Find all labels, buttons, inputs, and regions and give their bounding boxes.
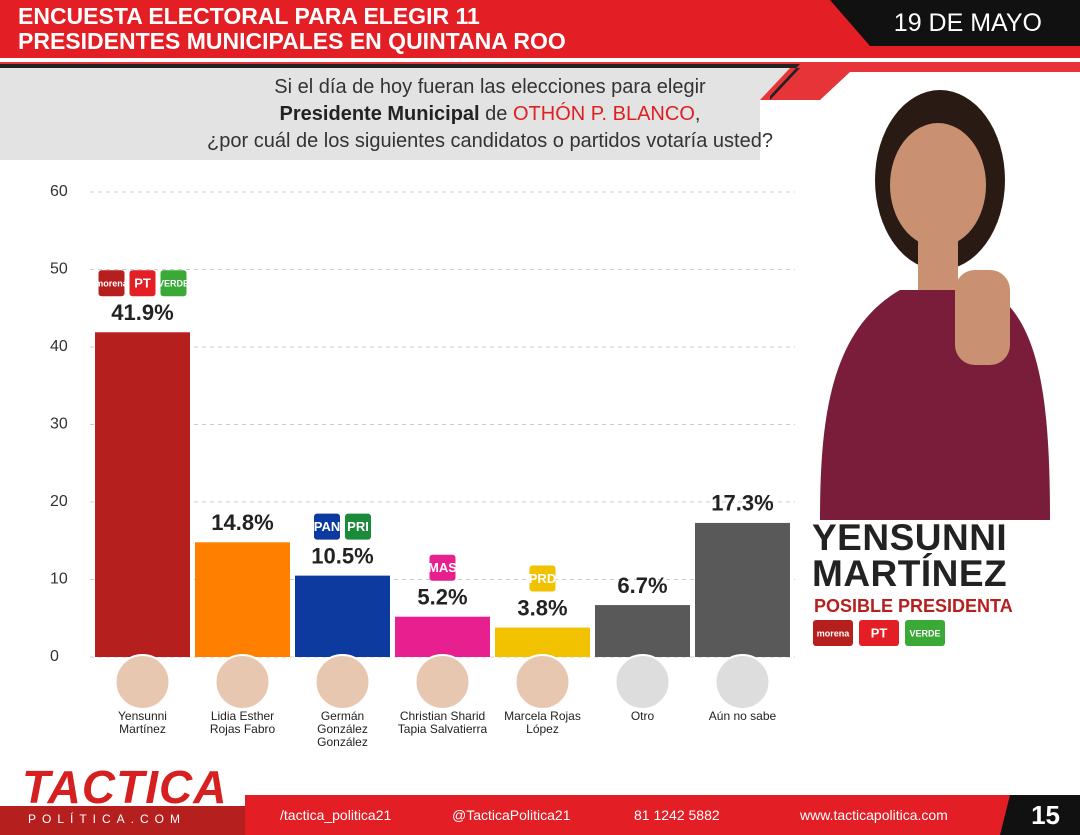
bar <box>595 605 690 657</box>
candidate-photo <box>714 654 771 710</box>
question-text: , <box>694 103 701 125</box>
question-band <box>0 68 790 160</box>
value-label: 41.9% <box>111 300 173 325</box>
page-box <box>1000 795 1080 835</box>
candidate-photo <box>314 654 371 710</box>
value-label: 3.8% <box>517 595 567 620</box>
x-tick-label: Germán González González <box>317 709 368 749</box>
header-title: ENCUESTA ELECTORAL PARA ELEGIR 11 PRESID… <box>18 4 566 54</box>
name-line: YENSUNNI <box>812 517 1008 558</box>
party-logo <box>129 270 156 297</box>
value-label: 6.7% <box>617 573 667 598</box>
question-text: de <box>485 103 508 125</box>
y-tick-label: 20 <box>50 493 68 510</box>
candidate-name: YENSUNNI MARTÍNEZ <box>812 517 1008 594</box>
party-logo <box>429 554 456 581</box>
party-logo <box>813 620 853 646</box>
party-logo-text: morena <box>817 628 851 638</box>
y-tick-label: 10 <box>50 571 68 588</box>
value-label: 10.5% <box>311 543 373 568</box>
party-logo <box>345 513 371 540</box>
footer-logo-sub: POLÍTICA.COM <box>28 812 187 826</box>
value-label: 14.8% <box>211 510 273 535</box>
bar <box>195 542 290 657</box>
y-tick-label: 60 <box>50 183 68 200</box>
name-line: MARTÍNEZ <box>812 553 1008 594</box>
footer-web: www.tacticapolitica.com <box>800 807 948 823</box>
candidate-photo <box>614 654 671 710</box>
candidate-photo <box>514 654 571 710</box>
bar <box>295 575 390 657</box>
party-logo <box>859 620 899 646</box>
bar <box>695 522 790 657</box>
x-tick-label: Otro <box>630 709 655 723</box>
header-line <box>0 64 800 100</box>
candidate-subtitle: POSIBLE PRESIDENTA <box>814 596 1013 616</box>
party-logo-text: PAN <box>314 519 340 534</box>
footer-instagram: @TacticaPolitica21 <box>452 807 571 823</box>
date-box <box>830 0 1080 46</box>
question-line: Presidente Municipal de OTHÓN P. BLANCO, <box>120 101 860 128</box>
y-tick-label: 30 <box>50 416 68 433</box>
x-tick-label: Lidia Esther Rojas Fabro <box>209 709 276 736</box>
value-label: 17.3% <box>711 491 773 516</box>
bar <box>495 627 590 657</box>
footer-logo-bg <box>0 755 245 807</box>
party-logo <box>314 513 340 540</box>
party-logo-text: VERDE <box>909 628 940 638</box>
value-label: 5.2% <box>417 585 467 610</box>
party-logo-text: VERDE <box>158 279 189 289</box>
bar <box>395 616 490 657</box>
bar <box>95 332 190 657</box>
title-line: ENCUESTA ELECTORAL PARA ELEGIR 11 <box>18 3 480 29</box>
title-line: PRESIDENTES MUNICIPALES EN QUINTANA ROO <box>18 28 566 54</box>
y-tick-label: 50 <box>50 261 68 278</box>
party-logo-text: PRD <box>529 571 556 586</box>
question: Si el día de hoy fueran las elecciones p… <box>120 74 860 155</box>
x-tick-label: Christian Sharid Tapia Salvatierra <box>397 709 488 736</box>
footer-phone: 81 1242 5882 <box>634 807 720 823</box>
x-tick-label: Yensunni Martínez <box>118 709 167 736</box>
candidate-photo <box>414 654 471 710</box>
footer-facebook: /tactica_politica21 <box>280 807 392 823</box>
party-logo-text: MAS <box>428 560 457 575</box>
candidate-photo <box>214 654 271 710</box>
party-logo-text: PRI <box>347 519 369 534</box>
page-number: 15 <box>1031 800 1060 830</box>
party-logo <box>905 620 945 646</box>
question-bold: Presidente Municipal <box>279 103 480 125</box>
x-tick-label: Aún no sabe <box>708 709 777 723</box>
question-municipality: OTHÓN P. BLANCO <box>512 103 695 125</box>
party-logo-text: PT <box>134 276 151 291</box>
candidate-photo <box>114 654 171 710</box>
party-logo <box>160 270 187 297</box>
candidate-photo <box>820 90 1050 520</box>
date: 19 DE MAYO <box>893 9 1042 37</box>
question-line: Si el día de hoy fueran las elecciones p… <box>274 76 706 98</box>
party-logo <box>529 565 556 592</box>
footer-logo-sub-bg <box>0 806 245 835</box>
y-tick-label: 0 <box>50 648 59 665</box>
party-logo-text: PT <box>871 625 888 640</box>
party-logo <box>98 270 125 297</box>
party-logo-text: morena <box>95 279 129 289</box>
x-tick-label: Marcela Rojas López <box>504 709 581 736</box>
footer-logo: TACTICA <box>22 761 228 813</box>
y-tick-label: 40 <box>50 338 68 355</box>
question-line: ¿por cuál de los siguientes candidatos o… <box>207 130 773 152</box>
